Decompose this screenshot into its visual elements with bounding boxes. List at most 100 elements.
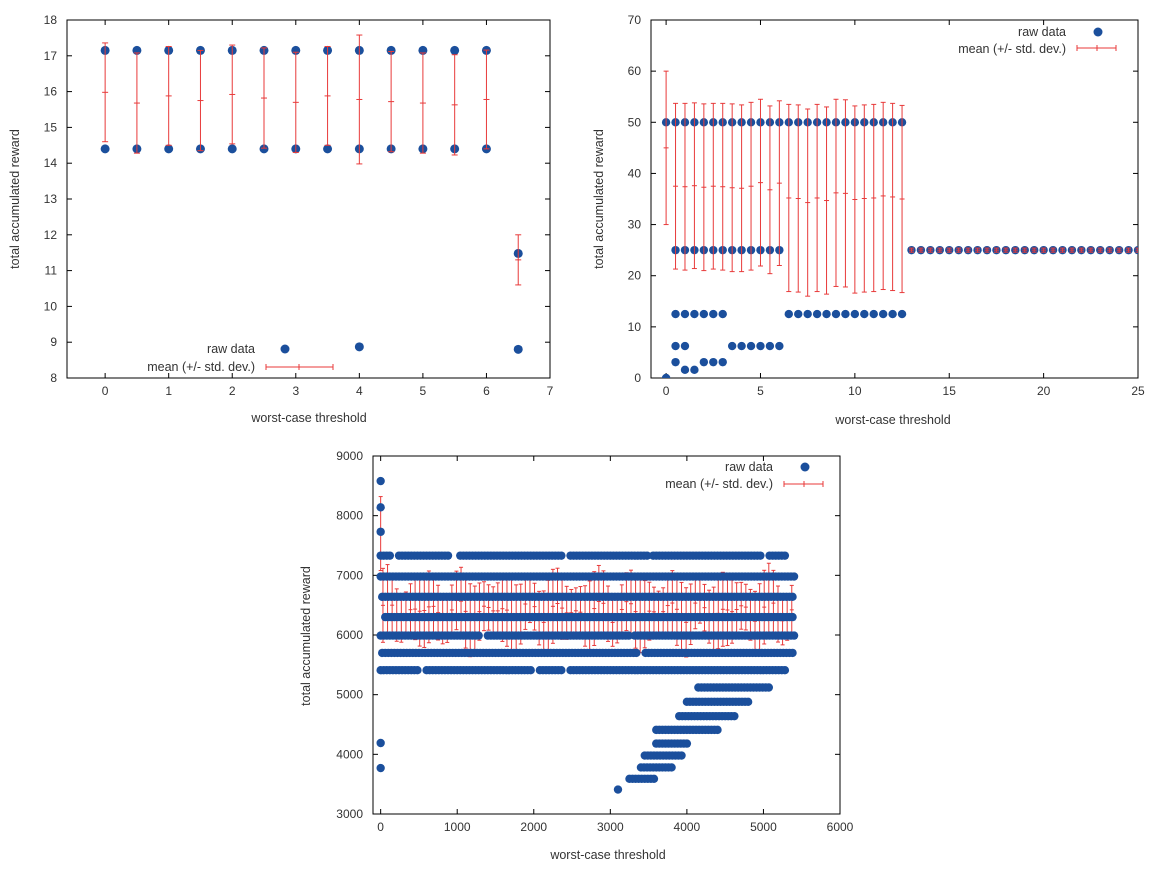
chart-2-raw-point bbox=[897, 309, 907, 319]
chart-1-legend-mean-swatch bbox=[265, 364, 334, 370]
chart-2-raw-point bbox=[680, 309, 690, 319]
chart-2-mean-errorbar bbox=[757, 98, 763, 267]
chart-2-mean-errorbar bbox=[795, 104, 801, 293]
chart-1-mean-errorbar bbox=[165, 45, 172, 146]
chart-3-raw-point bbox=[780, 551, 790, 560]
chart-1-mean-errorbar bbox=[483, 49, 490, 150]
chart-2-mean-errorbar bbox=[682, 102, 688, 271]
chart-3-y-tick-label: 8000 bbox=[336, 509, 363, 523]
chart-2-y-tick-label: 20 bbox=[628, 269, 642, 283]
chart-2-mean-point bbox=[918, 247, 924, 253]
chart-1-mean-errorbar bbox=[261, 47, 268, 149]
chart-1-mean-errorbar bbox=[356, 34, 363, 165]
chart-2-mean-point bbox=[1050, 247, 1056, 253]
chart-1-y-axis-label: total accumulated reward bbox=[8, 129, 22, 269]
chart-2-raw-point bbox=[671, 341, 680, 351]
chart-2-raw-point bbox=[718, 309, 727, 319]
chart-3-mean-errorbar bbox=[482, 581, 487, 632]
chart-2-mean-errorbar bbox=[720, 102, 726, 271]
chart-2-mean-point bbox=[1078, 247, 1084, 253]
chart-3-y-tick-label: 7000 bbox=[336, 568, 363, 582]
chart-2-raw-point bbox=[680, 341, 690, 351]
chart-2-mean-point bbox=[1097, 247, 1103, 253]
chart-2: 0 5 10 15 20 25 0 10 20 30 40 50 60 70 worst-case thr… bbox=[592, 13, 1145, 427]
chart-2-y-tick-label: 10 bbox=[628, 320, 642, 334]
chart-2-mean-point bbox=[1135, 247, 1138, 253]
chart-3-raw-point bbox=[613, 785, 623, 794]
chart-1-y-tick-label: 12 bbox=[44, 228, 58, 242]
chart-2-mean-errorbar bbox=[871, 103, 877, 293]
chart-3-y-tick-label: 9000 bbox=[336, 449, 363, 463]
chart-2-mean-point bbox=[1126, 247, 1132, 253]
chart-2-mean-errorbar bbox=[776, 100, 782, 266]
chart-2-raw-point bbox=[756, 341, 765, 351]
chart-1-mean-errorbar bbox=[419, 52, 426, 154]
chart-3-raw-point bbox=[730, 711, 739, 721]
chart-3-raw-point bbox=[789, 572, 799, 581]
chart-2-x-tick-label: 20 bbox=[1037, 384, 1051, 398]
chart-2-raw-point bbox=[690, 365, 699, 375]
chart-1-raw-point bbox=[164, 144, 174, 154]
chart-3-raw-point bbox=[713, 725, 722, 735]
chart-2-raw-point bbox=[812, 309, 822, 319]
chart-3-mean-errorbar bbox=[739, 581, 744, 630]
chart-1-x-axis-label: worst-case threshold bbox=[250, 411, 366, 425]
chart-1-marks bbox=[100, 34, 523, 354]
chart-1-mean-errorbar bbox=[229, 44, 236, 145]
chart-1-y-tick-label: 14 bbox=[44, 156, 58, 170]
chart-2-mean-point bbox=[908, 247, 914, 253]
chart-1-raw-point bbox=[100, 144, 110, 154]
chart-2-x-tick-label: 0 bbox=[663, 384, 670, 398]
chart-2-mean-errorbar bbox=[767, 105, 773, 275]
chart-2-mean-errorbar bbox=[890, 102, 896, 292]
chart-3-legend-mean-label: mean (+/- std. dev.) bbox=[665, 477, 773, 491]
chart-2-y-tick-label: 60 bbox=[628, 64, 642, 78]
chart-1-mean-errorbar bbox=[388, 51, 395, 153]
chart-1-mean-errorbar bbox=[515, 234, 522, 286]
chart-2-mean-errorbar bbox=[852, 105, 858, 294]
chart-1-y-tick-label: 16 bbox=[44, 85, 58, 99]
chart-2-raw-point bbox=[709, 357, 718, 367]
chart-2-y-tick-label: 30 bbox=[628, 218, 642, 232]
chart-2-mean-point bbox=[1031, 247, 1037, 253]
chart-2-x-axis-label: worst-case threshold bbox=[834, 413, 950, 427]
chart-3-x-tick-label: 1000 bbox=[444, 820, 471, 834]
chart-1-y-tick-label: 18 bbox=[44, 13, 58, 27]
chart-3-x-tick-label: 5000 bbox=[750, 820, 777, 834]
chart-3-raw-point bbox=[677, 751, 686, 760]
chart-2-mean-point bbox=[1041, 247, 1047, 253]
chart-1-mean-errorbar bbox=[197, 49, 204, 152]
chart-3-raw-point bbox=[376, 763, 385, 773]
chart-2-raw-point bbox=[784, 309, 793, 319]
chart-2-x-tick-label: 25 bbox=[1131, 384, 1145, 398]
chart-3-raw-point bbox=[642, 551, 652, 560]
chart-2-mean-point bbox=[1116, 247, 1122, 253]
chart-2-raw-point bbox=[699, 309, 709, 319]
chart-3-raw-point bbox=[788, 648, 797, 658]
chart-2-x-tick-label: 10 bbox=[848, 384, 862, 398]
chart-3-raw-point bbox=[788, 592, 797, 602]
chart-2-x-tick-label: 15 bbox=[943, 384, 957, 398]
chart-3-mean-errorbar bbox=[431, 573, 436, 640]
chart-1-x-tick-label: 7 bbox=[547, 384, 554, 398]
chart-3-raw-point bbox=[667, 763, 676, 772]
chart-1-mean-errorbar bbox=[102, 42, 109, 143]
chart-1-x-tick-label: 3 bbox=[292, 384, 299, 398]
chart-3-x-tick-label: 0 bbox=[377, 820, 384, 834]
chart-2-x-tick-label: 5 bbox=[757, 384, 764, 398]
chart-1-legend: raw data mean (+/- std. dev.) bbox=[147, 342, 334, 374]
chart-1-raw-point bbox=[386, 45, 396, 55]
chart-3-mean-errorbar bbox=[702, 583, 707, 632]
chart-3-x-tick-label: 2000 bbox=[520, 820, 547, 834]
chart-2-raw-point bbox=[671, 357, 680, 367]
chart-2-mean-errorbar bbox=[786, 103, 792, 293]
chart-2-mean-point bbox=[1003, 247, 1009, 253]
chart-3-mean-errorbar bbox=[560, 576, 565, 640]
chart-2-mean-point bbox=[1069, 247, 1075, 253]
chart-2-mean-point bbox=[993, 247, 999, 253]
chart-3-mean-errorbar bbox=[523, 578, 528, 630]
chart-2-raw-point bbox=[690, 309, 699, 319]
chart-3-mean-errorbar bbox=[486, 584, 491, 631]
chart-3-legend: raw data mean (+/- std. dev.) bbox=[665, 460, 824, 491]
